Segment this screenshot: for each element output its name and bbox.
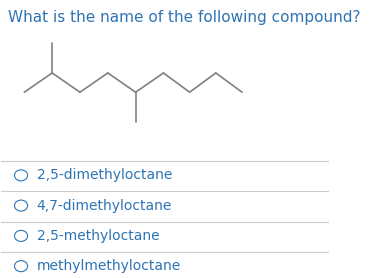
Text: 2,5-methyloctane: 2,5-methyloctane bbox=[37, 229, 159, 243]
Text: 2,5-dimethyloctane: 2,5-dimethyloctane bbox=[37, 168, 172, 182]
Text: 4,7-dimethyloctane: 4,7-dimethyloctane bbox=[37, 198, 172, 213]
Text: methylmethyloctane: methylmethyloctane bbox=[37, 259, 181, 273]
Text: What is the name of the following compound?: What is the name of the following compou… bbox=[8, 10, 360, 25]
